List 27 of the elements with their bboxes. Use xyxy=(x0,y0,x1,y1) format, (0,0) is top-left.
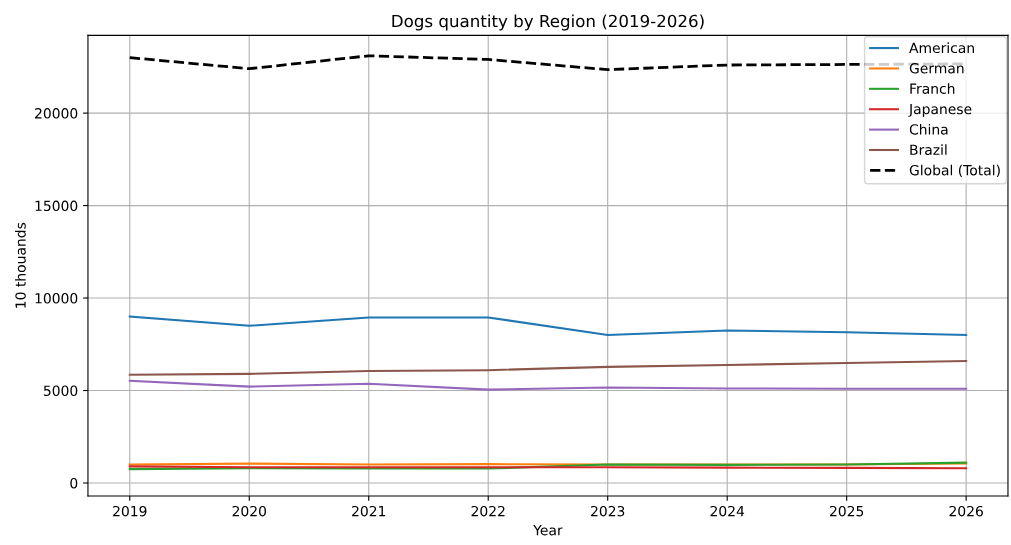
x-axis-title: Year xyxy=(533,525,563,536)
x-tick-label: 2025 xyxy=(830,505,864,517)
y-tick-label: 5000 xyxy=(43,385,78,396)
x-tick-label: 2023 xyxy=(591,505,625,517)
legend-label: Global (Total) xyxy=(909,164,1000,178)
x-tick-label: 2020 xyxy=(232,505,267,517)
legend-label: Brazil xyxy=(910,144,947,156)
x-tick-label: 2021 xyxy=(352,505,386,517)
y-axis-title: 10 thouands xyxy=(15,222,26,308)
line-series xyxy=(128,315,968,337)
line-series xyxy=(128,379,968,391)
legend-label: Franch xyxy=(910,83,955,94)
x-tick-label: 2022 xyxy=(471,505,505,517)
x-tick-label: 2019 xyxy=(113,505,147,517)
x-tick-label: 2026 xyxy=(949,505,983,517)
line-series xyxy=(128,461,968,471)
x-tick-label: 2024 xyxy=(710,505,745,517)
y-tick-label: 20000 xyxy=(35,108,78,119)
legend-label: German xyxy=(909,63,964,74)
y-tick-label: 0 xyxy=(70,477,78,489)
chart-title: Dogs quantity by Region (2019-2026) xyxy=(392,14,704,31)
y-tick-label: 15000 xyxy=(35,200,78,212)
legend-label: Japanese xyxy=(908,103,972,117)
y-tick-label: 10000 xyxy=(35,293,78,304)
legend-label: China xyxy=(909,123,948,135)
legend-label: American xyxy=(909,42,974,54)
line-series xyxy=(128,359,968,376)
